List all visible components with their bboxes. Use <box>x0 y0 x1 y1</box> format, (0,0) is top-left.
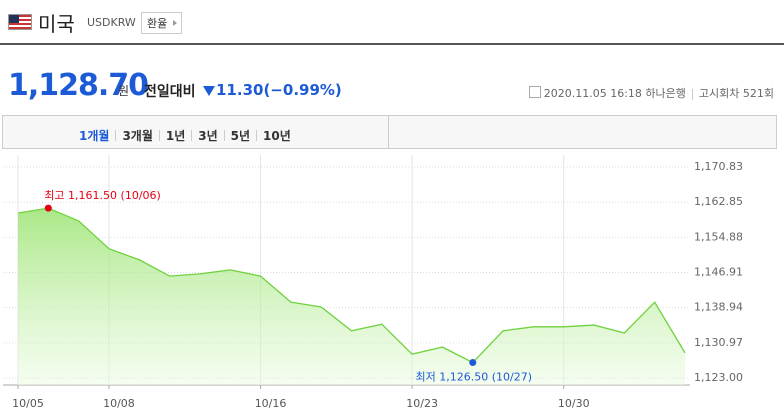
source-info: 2020.11.05 16:18 하나은행 고시회차 521회 <box>528 85 774 101</box>
period-tab[interactable]: 1개월 <box>79 129 110 143</box>
x-tick-label: 10/16 <box>255 397 287 410</box>
currency-code: USDKRW <box>87 16 136 29</box>
y-tick-label: 1,170.83 <box>694 160 743 173</box>
price-change: 11.30(−0.99%) <box>216 81 342 99</box>
period-tabs: 1개월 3개월 1년 3년 5년 10년 <box>2 115 777 149</box>
area-fill <box>18 208 685 385</box>
change-percent: (−0.99%) <box>263 81 342 99</box>
y-tick-label: 1,123.00 <box>694 371 743 384</box>
button-arrow <box>173 20 178 26</box>
change-value: 11.30 <box>216 81 264 99</box>
down-arrow <box>203 86 215 96</box>
flag-icon <box>8 14 32 30</box>
line <box>17 207 686 364</box>
change-label: 전일대비 <box>144 84 196 100</box>
tab-separator <box>158 130 160 141</box>
x-tick-label: 10/05 <box>12 397 44 410</box>
x-tick-label: 10/23 <box>406 397 438 410</box>
tab-divider <box>388 116 389 148</box>
tab-separator <box>115 130 117 141</box>
price-unit: 원 <box>118 84 130 98</box>
doc-icon <box>528 86 541 98</box>
max-label: 최고 1,161.50 (10/06) <box>44 189 161 202</box>
tab-separator <box>256 130 258 141</box>
button-label: 환율 <box>147 17 168 30</box>
min-point <box>469 359 477 367</box>
y-tick-label: 1,146.91 <box>694 266 743 279</box>
y-tick-label: 1,138.94 <box>694 301 743 314</box>
max-point <box>44 204 52 212</box>
y-tick-label: 1,154.88 <box>694 230 743 243</box>
min-label: 최저 1,126.50 (10/27) <box>416 371 533 384</box>
tab-list: 1개월 3개월 1년 3년 5년 10년 <box>79 125 291 144</box>
source-datetime: 2020.11.05 16:18 <box>543 87 642 100</box>
period-tab[interactable]: 1년 <box>165 129 186 143</box>
country-name: 미국 <box>38 12 75 36</box>
separator <box>691 88 693 100</box>
current-price: 1,128.70 <box>8 68 149 103</box>
flag-canton <box>9 15 19 23</box>
source-round: 고시회차 521회 <box>698 87 774 100</box>
y-tick-label: 1,162.85 <box>694 195 743 208</box>
x-tick-label: 10/08 <box>103 397 135 410</box>
period-tab[interactable]: 10년 <box>263 129 291 143</box>
period-tab[interactable]: 3개월 <box>122 129 153 143</box>
tab-separator <box>191 130 193 141</box>
period-tab[interactable]: 5년 <box>230 129 251 143</box>
period-tab[interactable]: 3년 <box>198 129 218 143</box>
y-tick-label: 1,130.97 <box>694 336 743 349</box>
x-tick-label: 10/30 <box>558 397 590 410</box>
rate-button[interactable]: 환율 <box>141 12 183 34</box>
header-rule <box>0 43 784 45</box>
tab-separator <box>223 130 225 141</box>
source-bank: 하나은행 <box>645 87 686 100</box>
